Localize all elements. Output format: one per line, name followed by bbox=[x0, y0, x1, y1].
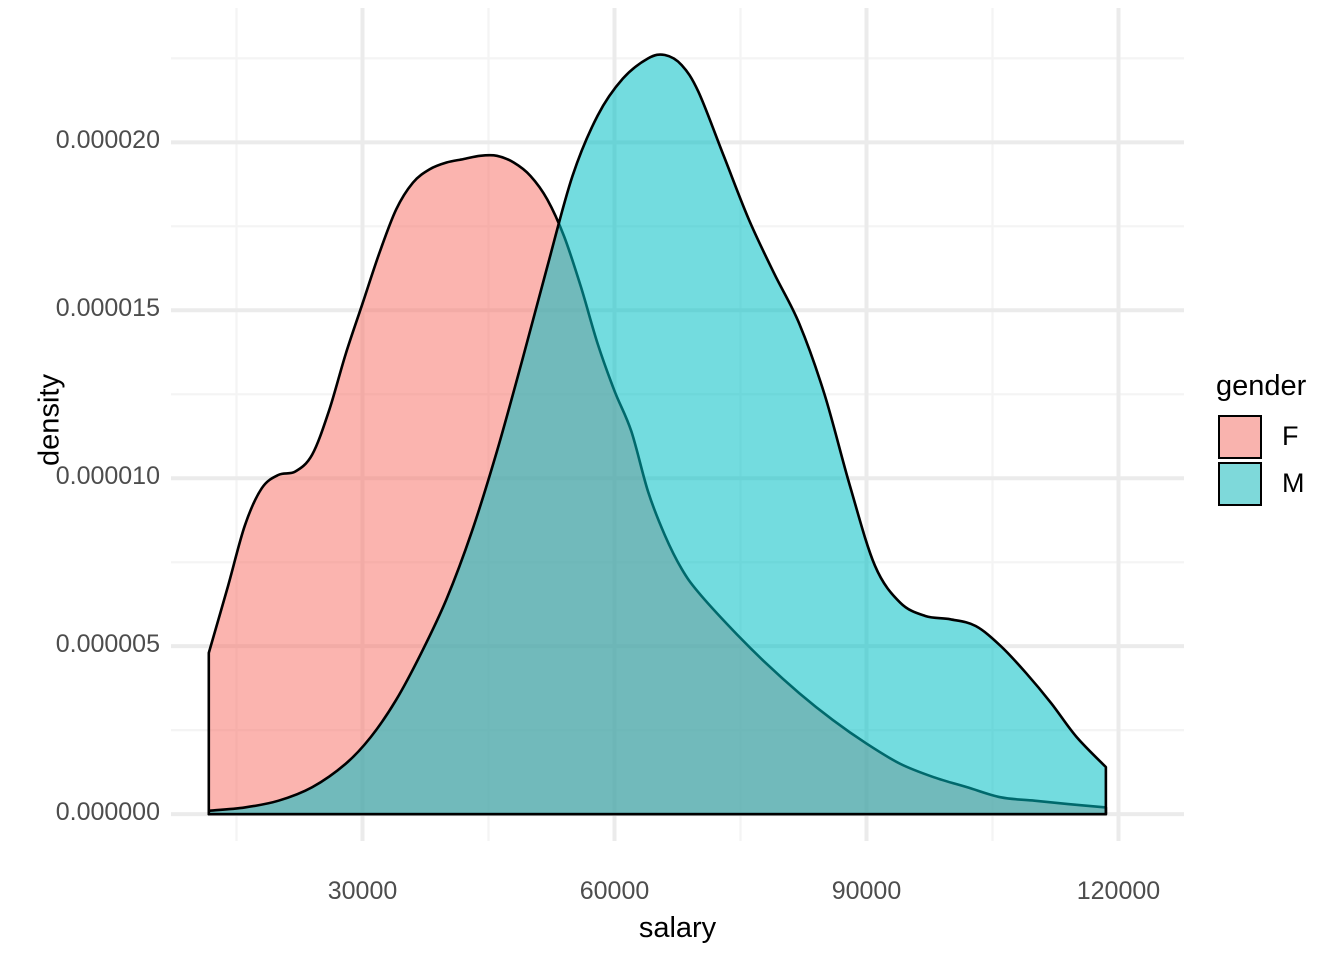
y-axis-title: density bbox=[33, 374, 66, 466]
density-plot-svg bbox=[171, 8, 1184, 841]
y-tick-label: 0.000015 bbox=[55, 294, 160, 323]
legend-color-swatch bbox=[1218, 414, 1262, 459]
x-tick-label: 30000 bbox=[327, 877, 398, 905]
density-areas bbox=[207, 53, 1108, 816]
legend-item-F[interactable]: F bbox=[1208, 413, 1340, 460]
x-axis-title: salary bbox=[638, 912, 717, 944]
y-tick-label: 0.000020 bbox=[55, 126, 160, 155]
plot-panel bbox=[171, 8, 1184, 841]
x-tick-label: 120000 bbox=[1076, 877, 1161, 905]
x-tick-label: 90000 bbox=[831, 877, 902, 905]
legend-color-swatch bbox=[1218, 461, 1262, 506]
legend-title: gender bbox=[1216, 370, 1307, 402]
y-axis-title-container: density bbox=[6, 330, 65, 510]
density-series-M bbox=[207, 53, 1108, 816]
y-tick-label: 0.000010 bbox=[55, 462, 160, 491]
legend-item-label: F bbox=[1282, 421, 1299, 451]
x-tick-label: 60000 bbox=[579, 877, 650, 905]
y-tick-label: 0.000005 bbox=[55, 630, 160, 659]
legend-item-M[interactable]: M bbox=[1208, 460, 1340, 507]
y-tick-label: 0.000000 bbox=[55, 798, 160, 827]
legend-item-label: M bbox=[1282, 468, 1305, 498]
